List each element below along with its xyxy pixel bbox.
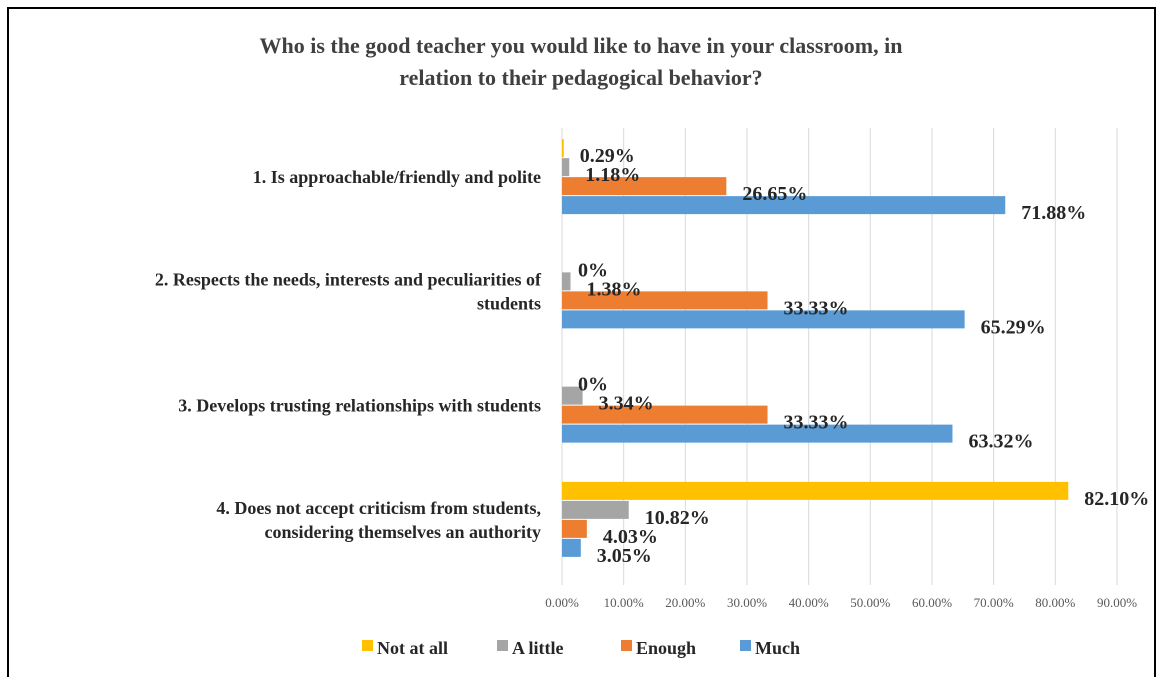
- legend-label-enough: Enough: [636, 638, 696, 658]
- x-tick-label-7: 70.00%: [974, 595, 1014, 610]
- chart-title-line-1: Who is the good teacher you would like t…: [260, 33, 903, 58]
- x-tick-label-6: 60.00%: [912, 595, 952, 610]
- data-label-a-little-2: 1.38%: [587, 278, 642, 300]
- data-label-enough-1: 26.65%: [742, 183, 807, 205]
- legend-label-not-at-all: Not at all: [377, 638, 448, 658]
- bar-not-at-all-4: [562, 482, 1068, 500]
- x-tick-label-2: 20.00%: [665, 595, 705, 610]
- legend-swatch-enough: [621, 640, 632, 651]
- data-label-much-2: 65.29%: [981, 316, 1046, 338]
- bar-much-3: [562, 425, 952, 443]
- category-label-3-line-1: 3. Develops trusting relationships with …: [178, 396, 541, 416]
- bar-a-little-2: [562, 272, 571, 290]
- bar-enough-3: [562, 406, 768, 424]
- bar-a-little-1: [562, 158, 569, 176]
- chart-title-line-2: relation to their pedagogical behavior?: [399, 65, 762, 90]
- x-tick-label-9: 90.00%: [1097, 595, 1137, 610]
- legend-swatch-not-at-all: [362, 640, 373, 651]
- chart-border: [8, 8, 1155, 677]
- category-label-2-line-1: 2. Respects the needs, interests and pec…: [155, 269, 542, 289]
- data-label-enough-3: 33.33%: [784, 412, 849, 434]
- legend-swatch-a-little: [497, 640, 508, 651]
- legend-label-much: Much: [755, 638, 800, 658]
- data-label-a-little-1: 1.18%: [585, 164, 640, 186]
- legend-label-a-little: A little: [512, 638, 564, 658]
- legend-swatch-much: [740, 640, 751, 651]
- x-tick-label-8: 80.00%: [1035, 595, 1075, 610]
- data-label-much-4: 3.05%: [597, 545, 652, 567]
- x-tick-label-1: 10.00%: [604, 595, 644, 610]
- bar-much-2: [562, 310, 965, 328]
- bar-much-4: [562, 539, 581, 557]
- bar-a-little-4: [562, 501, 629, 519]
- category-label-4-line-2: considering themselves an authority: [265, 522, 542, 542]
- data-label-enough-2: 33.33%: [784, 297, 849, 319]
- data-label-not-at-all-4: 82.10%: [1084, 488, 1149, 510]
- x-tick-label-0: 0.00%: [545, 595, 579, 610]
- category-label-2-line-2: students: [477, 293, 541, 313]
- x-tick-label-4: 40.00%: [789, 595, 829, 610]
- data-label-much-3: 63.32%: [968, 431, 1033, 453]
- data-label-a-little-3: 3.34%: [599, 393, 654, 415]
- bar-not-at-all-1: [562, 139, 564, 157]
- x-tick-label-3: 30.00%: [727, 595, 767, 610]
- x-tick-label-5: 50.00%: [850, 595, 890, 610]
- bar-enough-4: [562, 520, 587, 538]
- category-label-4-line-1: 4. Does not accept criticism from studen…: [216, 498, 541, 518]
- data-label-much-1: 71.88%: [1021, 202, 1086, 224]
- category-label-1-line-1: 1. Is approachable/friendly and polite: [253, 167, 541, 187]
